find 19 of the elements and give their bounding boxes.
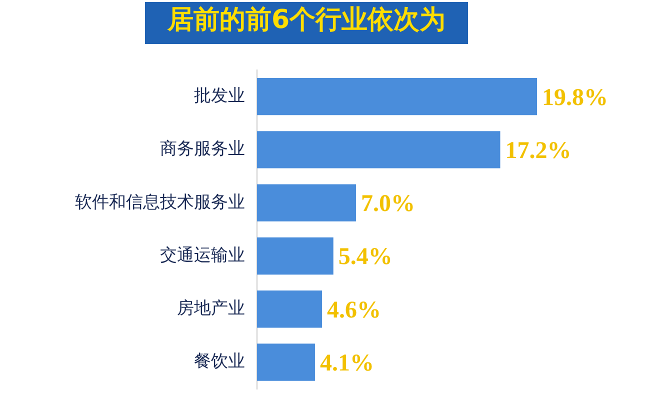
data-label: 7.0%: [360, 191, 415, 218]
bar: [257, 184, 356, 222]
data-label: 4.1%: [320, 350, 374, 376]
y-tick-label: 批发业: [194, 86, 245, 106]
chart-title: 居前的前6个行业依次为: [145, 2, 468, 44]
data-label: 4.6%: [327, 297, 382, 324]
bar: [257, 237, 334, 275]
y-tick-label: 软件和信息技术服务业: [75, 192, 245, 212]
data-label: 19.8%: [542, 84, 608, 111]
bar: [257, 344, 315, 381]
y-tick-label: 商务服务业: [160, 139, 245, 160]
data-label: 5.4%: [338, 244, 392, 270]
y-tick-label: 交通运输业: [160, 245, 245, 266]
bar: [257, 131, 500, 168]
data-label: 17.2%: [505, 138, 572, 164]
y-tick-label: 餐饮业: [194, 352, 245, 372]
bar: [257, 78, 537, 116]
y-tick-label: 房地产业: [177, 298, 245, 319]
bar: [257, 290, 322, 328]
